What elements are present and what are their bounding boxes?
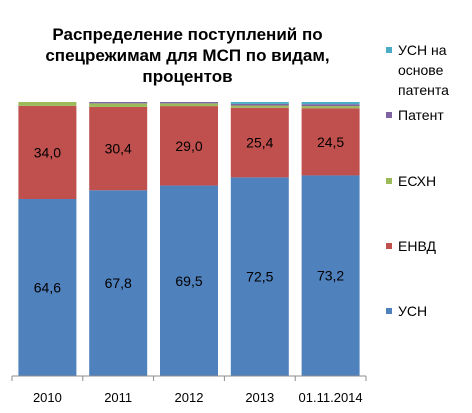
bar-segment-ЕНВД-2011 xyxy=(89,106,148,191)
bar-segment-УСН-2013 xyxy=(230,177,289,376)
bar-segment-УСН-2011 xyxy=(89,190,148,376)
bar-segment-ЕСХН-01.11.2014 xyxy=(301,106,360,109)
data-label: 25,4 xyxy=(246,135,273,151)
x-tick-label: 2013 xyxy=(245,390,274,405)
bar-segment-Патент-2011 xyxy=(89,102,148,104)
bars-group: 64,6 34,0 67,8 30,4 69,5 29,0 72,5 25,4 73,2 24,5 xyxy=(18,102,360,376)
chart-title-line-1: Распределение поступлений по xyxy=(52,25,323,44)
bar-segment-ЕНВД-2012 xyxy=(160,106,218,186)
legend: УСН на основе патента Патент ЕСХН ЕНВД УСН xyxy=(386,42,449,319)
bar-segment-Патент-2013 xyxy=(230,103,289,106)
bar-segment-ЕСХН-2013 xyxy=(230,105,289,108)
legend-swatch xyxy=(386,308,392,314)
bar-segment-ЕНВД-2010 xyxy=(18,105,77,199)
x-axis: 2010 2011 2012 2013 01.11.2014 xyxy=(11,375,367,405)
x-tick-label: 2010 xyxy=(33,390,62,405)
legend-label: патента xyxy=(398,82,449,98)
bar-segment-ЕНВД-2013 xyxy=(230,107,289,178)
bar-segment-Патент-2012 xyxy=(160,102,218,104)
legend-swatch xyxy=(386,243,392,249)
legend-label: УСН xyxy=(398,303,427,319)
legend-swatch xyxy=(386,47,392,53)
chart-title-line-2: спецрежимам для МСП по видам, xyxy=(45,46,330,65)
data-label: 29,0 xyxy=(175,138,202,154)
bar-segment-УСН-01.11.2014 xyxy=(301,175,360,376)
data-label: 34,0 xyxy=(34,144,61,160)
legend-label: ЕСХН xyxy=(398,173,436,189)
data-label: 73,2 xyxy=(317,268,344,284)
legend-swatch xyxy=(386,112,392,118)
legend-label: Патент xyxy=(398,107,444,123)
bar-segment-УСН-2012 xyxy=(160,185,218,376)
bar-segment-ЕСХН-2011 xyxy=(89,103,148,107)
bar-segment-УСН-на-основе-патента-01.11.2014 xyxy=(301,102,360,105)
x-tick-label: 01.11.2014 xyxy=(299,390,363,405)
legend-label: ЕНВД xyxy=(398,238,436,254)
bar-segment-УСН-на-основе-патента-2013 xyxy=(230,102,289,104)
bar-segment-ЕСХН-2012 xyxy=(160,103,218,107)
data-label: 69,5 xyxy=(175,273,202,289)
legend-swatch xyxy=(386,178,392,184)
data-label: 67,8 xyxy=(105,275,132,291)
bar-segment-Патент-01.11.2014 xyxy=(301,104,360,107)
chart-title-line-3: процентов xyxy=(142,67,233,86)
chart-title: Распределение поступлений по спецрежимам… xyxy=(10,24,365,87)
bar-segment-УСН-2010 xyxy=(18,198,77,376)
bar-segment-ЕСХН-2010 xyxy=(18,102,77,106)
data-label: 24,5 xyxy=(317,134,344,150)
data-label: 30,4 xyxy=(105,141,132,157)
data-label: 72,5 xyxy=(246,269,273,285)
legend-label: УСН на xyxy=(398,42,447,58)
x-tick-label: 2012 xyxy=(175,390,204,405)
x-tick-label: 2011 xyxy=(104,390,132,405)
data-label: 64,6 xyxy=(34,279,61,295)
bar-segment-ЕНВД-01.11.2014 xyxy=(301,108,360,176)
legend-label: основе xyxy=(398,62,444,78)
